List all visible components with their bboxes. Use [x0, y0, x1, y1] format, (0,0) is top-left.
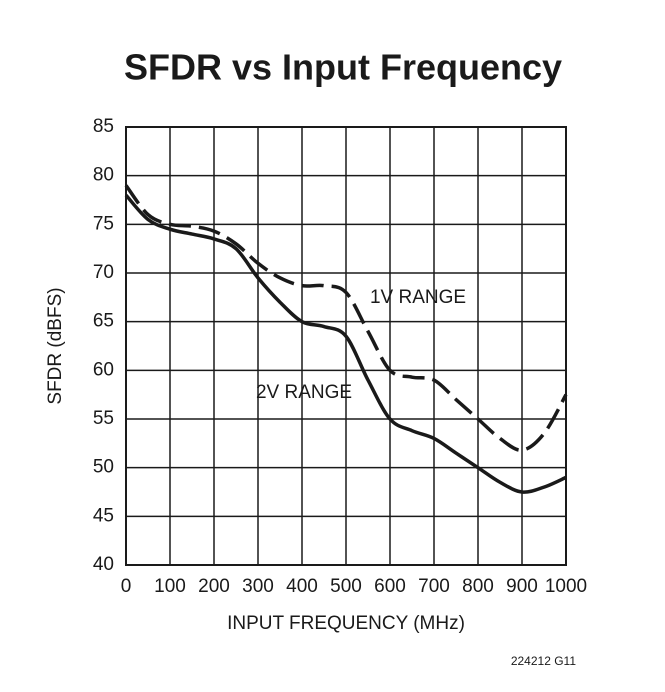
series-line — [124, 184, 568, 452]
chart-title: SFDR vs Input Frequency — [124, 47, 562, 88]
x-tick-label: 0 — [121, 576, 132, 597]
y-tick-label: 75 — [93, 213, 114, 234]
y-tick-label: 55 — [93, 408, 114, 429]
x-axis-label: INPUT FREQUENCY (MHz) — [227, 613, 465, 634]
series-label: 2V RANGE — [256, 382, 352, 403]
series-line — [124, 193, 567, 494]
series-label: 1V RANGE — [370, 287, 466, 308]
x-tick-label: 500 — [330, 576, 362, 597]
x-tick-label: 300 — [242, 576, 274, 597]
y-tick-label: 50 — [93, 457, 114, 478]
x-tick-label: 900 — [506, 576, 538, 597]
y-tick-label: 40 — [93, 554, 114, 575]
x-tick-label: 700 — [418, 576, 450, 597]
x-tick-label: 800 — [462, 576, 494, 597]
footnote: 224212 G11 — [511, 654, 576, 668]
y-axis-label: SFDR (dBFS) — [45, 287, 66, 404]
y-tick-label: 85 — [93, 116, 114, 137]
y-tick-label: 80 — [93, 165, 114, 186]
x-tick-label: 1000 — [545, 576, 587, 597]
plot-frame — [125, 126, 567, 566]
y-tick-label: 65 — [93, 311, 114, 332]
y-tick-label: 45 — [93, 505, 114, 526]
x-tick-label: 100 — [154, 576, 186, 597]
y-tick-label: 70 — [93, 262, 114, 283]
x-tick-label: 200 — [198, 576, 230, 597]
x-tick-label: 400 — [286, 576, 318, 597]
y-tick-label: 60 — [93, 359, 114, 380]
x-tick-label: 600 — [374, 576, 406, 597]
